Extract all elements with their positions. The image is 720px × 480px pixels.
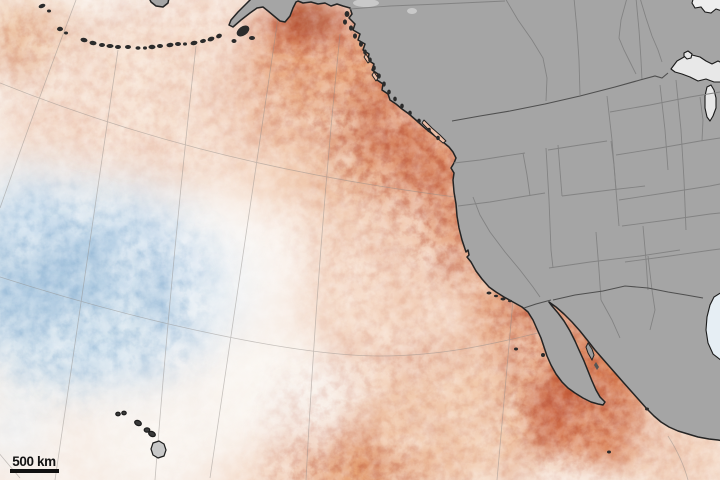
svg-text:500 km: 500 km [12, 454, 56, 469]
